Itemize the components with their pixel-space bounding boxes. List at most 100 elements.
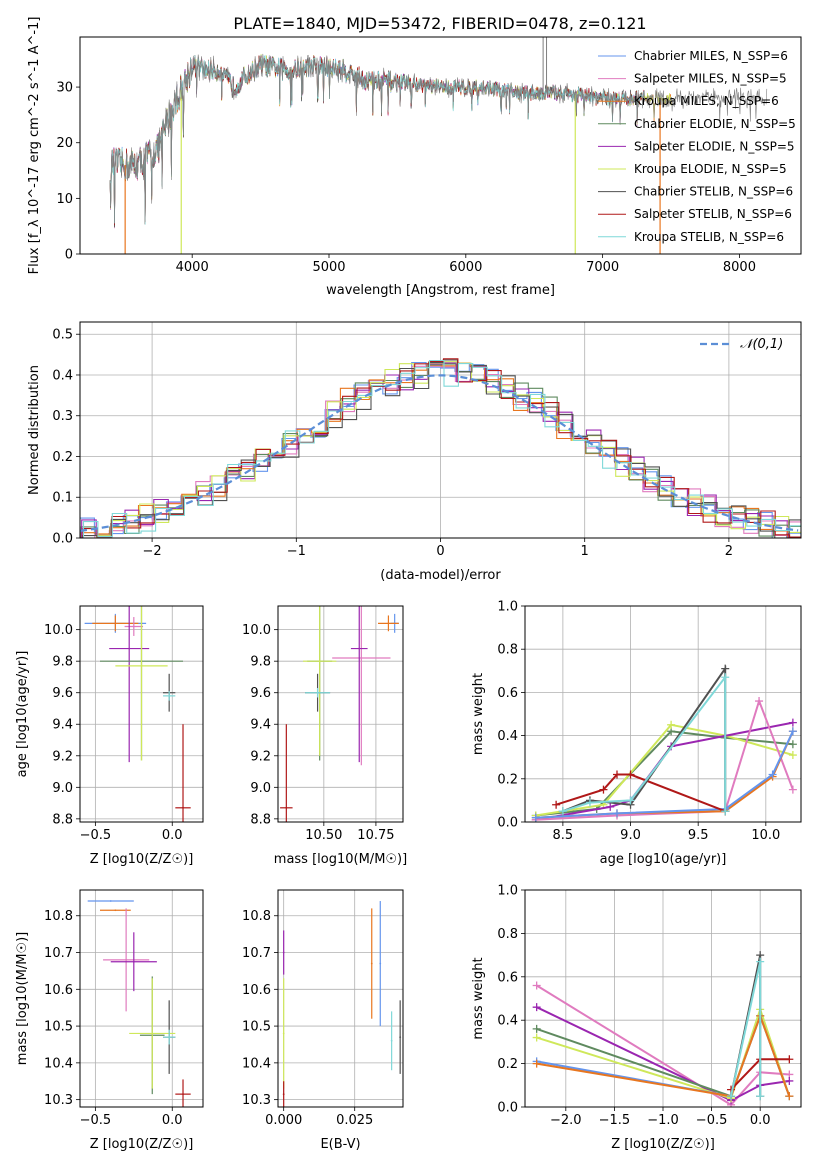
x-tick-label: −1.5: [599, 1113, 631, 1128]
y-tick-label: 10: [56, 192, 73, 207]
y-tick-label: 30: [56, 81, 73, 96]
y-tick-label: 9.2: [52, 749, 73, 764]
y-tick-label: 10.8: [44, 909, 73, 924]
y-tick-label: 10.0: [44, 623, 73, 638]
y-tick-label: 0.2: [497, 1057, 518, 1072]
weight-marker-kroupa_stelib: [558, 807, 567, 816]
axes-frame: [79, 889, 204, 1108]
y-tick-label: 10.7: [44, 946, 73, 961]
weight-marker-salpeter_elodie: [606, 802, 615, 811]
y-tick-label: 9.0: [250, 781, 271, 796]
point-kroupa_elodie: [318, 660, 321, 663]
weight-marker-salpeter_miles: [755, 697, 764, 706]
weight-marker-salpeter_stelib: [552, 800, 561, 809]
point-chabrier_miles: [379, 962, 382, 965]
point-kroupa_elodie: [140, 665, 143, 667]
y-tick-label: 0.4: [497, 1014, 518, 1029]
y-tick-label: 10.3: [44, 1093, 73, 1108]
y-tick-label: 8.8: [250, 812, 271, 827]
x-axis-label: Z [log10(Z/Z☉)]: [611, 1137, 715, 1152]
x-tick-label: −2: [143, 544, 162, 559]
y-tick-label: 0.2: [52, 450, 73, 465]
plot-area-residuals: [80, 322, 801, 538]
point-kroupa_miles: [114, 622, 117, 625]
y-tick-label: 0.1: [52, 491, 73, 506]
y-tick-label: 0.6: [497, 686, 518, 701]
point-kroupa_stelib: [390, 1039, 393, 1042]
y-tick-label: 10.8: [242, 909, 271, 924]
x-axis-label: mass [log10(M/M☉)]: [274, 852, 407, 867]
axes-frame: [79, 605, 204, 823]
y-tick-label: 0.2: [497, 772, 518, 787]
x-tick-label: 0.0: [162, 1113, 183, 1128]
point-kroupa_miles: [114, 909, 117, 912]
y-tick-label: 10.5: [44, 1020, 73, 1035]
weight-marker-kroupa_stelib: [585, 798, 594, 807]
weight-marker-salpeter_elodie: [788, 718, 797, 727]
y-tick-label: 10.7: [242, 946, 271, 961]
weight-marker-salpeter_elodie: [532, 1003, 541, 1012]
axes-frame: [277, 605, 404, 823]
y-tick-label: 8.8: [52, 812, 73, 827]
x-tick-label: −0.5: [80, 1113, 112, 1128]
y-tick-label: 0.3: [52, 409, 73, 424]
x-tick-label: 9.5: [688, 828, 709, 843]
y-tick-label: 9.6: [250, 686, 271, 701]
axes-frame: [524, 605, 802, 823]
panel-residuals: −2 −1 0 1 2 0.0 0.1 0.2 0.3 0.4 0.5 (data-model)/er…: [27, 321, 802, 583]
y-tick-label: 9.0: [52, 781, 73, 796]
point-salpeter_stelib: [182, 806, 184, 809]
y-tick-label: 9.8: [250, 655, 271, 670]
legend-label: Kroupa MILES, N_SSP=6: [634, 94, 779, 108]
point-kroupa_stelib: [316, 691, 319, 694]
legend-label: 𝒩(0,1): [740, 337, 783, 352]
x-tick-label: 8.5: [553, 828, 574, 843]
weight-marker-salpeter_stelib: [626, 770, 635, 779]
y-tick-label: 10.4: [44, 1056, 73, 1071]
y-tick-label: 1.0: [497, 600, 518, 615]
point-salpeter_elodie: [128, 647, 131, 650]
x-axis-label: (data-model)/error: [380, 568, 501, 583]
x-axis-label: Z [log10(Z/Z☉)]: [90, 852, 194, 867]
legend-label: Kroupa ELODIE, N_SSP=5: [634, 162, 787, 176]
weight-marker-salpeter_stelib: [599, 785, 608, 794]
plot-area-mass-vs-z: [80, 890, 203, 1107]
point-kroupa_stelib: [168, 694, 171, 697]
weight-marker-kroupa_stelib: [721, 673, 730, 682]
point-salpeter_stelib: [182, 1093, 184, 1096]
panel-age-vs-mass: 10.50 10.75 8.8 9.0 9.2 9.4 9.6 9.8 10.0 mass [lo…: [242, 605, 407, 867]
legend-label: Salpeter STELIB, N_SSP=6: [634, 207, 792, 221]
x-axis-label: Z [log10(Z/Z☉)]: [90, 1137, 194, 1152]
point-salpeter_miles: [360, 657, 363, 659]
gaussian-curve: [80, 374, 799, 532]
weight-marker-salpeter_miles: [788, 785, 797, 794]
weight-marker-kroupa_stelib: [626, 796, 635, 805]
point-kroupa_miles: [387, 622, 390, 625]
point-kroupa_elodie: [151, 1032, 154, 1035]
panel-mass-vs-z: −0.5 0.0 10.3 10.4 10.5 10.6 10.7 10.8 Z [log10(…: [15, 889, 204, 1152]
weight-line-kroupa_miles: [536, 1012, 791, 1098]
weight-marker-salpeter_stelib: [613, 770, 621, 779]
y-tick-label: 9.4: [250, 718, 271, 733]
x-axis-label: age [log10(age/yr)]: [600, 852, 727, 867]
point-kroupa_miles: [370, 962, 373, 965]
y-tick-label: 9.6: [52, 686, 73, 701]
legend-label: Chabrier STELIB, N_SSP=6: [634, 185, 793, 199]
weight-marker-kroupa_elodie: [532, 1033, 541, 1042]
y-tick-label: 9.8: [52, 655, 73, 670]
x-tick-label: 7000: [586, 260, 619, 275]
weight-marker-chabrier_stelib: [721, 664, 730, 673]
y-axis-label: mass weight: [471, 673, 486, 755]
panel-weight-vs-age: 8.5 9.0 9.5 10.0 0.0 0.2 0.4 0.6 0.8 1.0 age [log1…: [471, 600, 802, 867]
x-tick-label: 4000: [176, 260, 209, 275]
x-tick-label: −2.0: [550, 1113, 582, 1128]
weight-marker-chabrier_elodie: [788, 740, 797, 749]
y-tick-label: 10.6: [44, 983, 73, 998]
x-tick-label: 0: [436, 544, 444, 559]
x-tick-label: 8000: [723, 260, 756, 275]
weight-marker-kroupa_miles: [532, 1059, 541, 1068]
weight-marker-salpeter_elodie: [785, 1076, 794, 1085]
y-tick-label: 0.0: [497, 816, 518, 831]
plot-area-spectrum: [109, 37, 768, 254]
plot-area-age-vs-z: [80, 606, 203, 822]
